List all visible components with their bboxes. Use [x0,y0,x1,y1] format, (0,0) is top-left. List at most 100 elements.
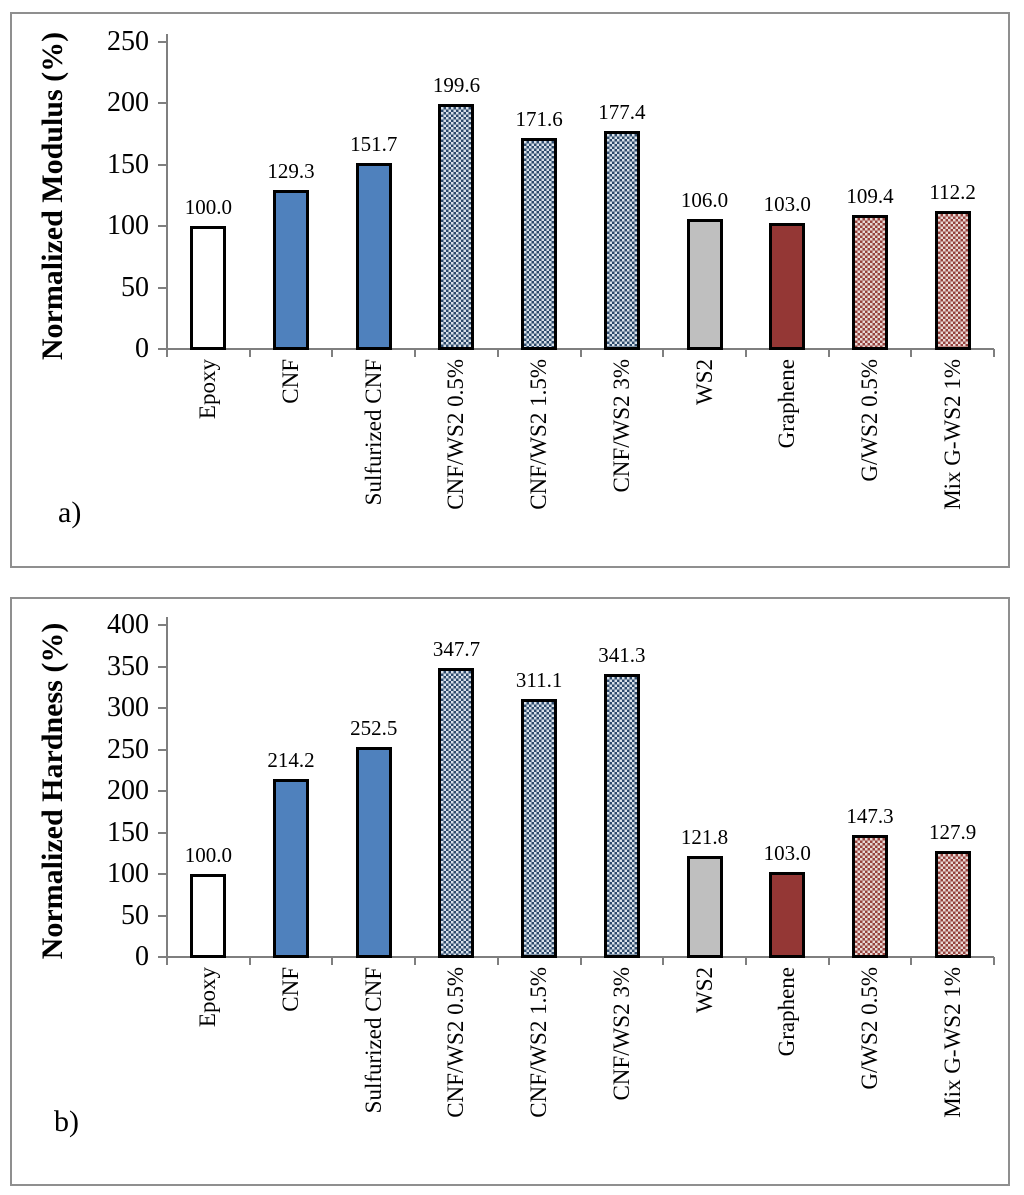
bar-Sulfurized CNF [355,162,392,350]
bar-value-label: 214.2 [267,748,315,773]
y-tick-label: 150 [107,148,149,180]
x-tick-mark [579,957,582,965]
bar-CNF/WS2 0.5% [438,668,475,958]
bar-CNF/WS2 1.5% [521,138,558,350]
x-category-label: Sulfurized CNF [360,359,386,506]
y-tick-label: 400 [107,609,149,640]
x-category-label: CNF/WS2 3% [608,359,634,493]
bar-Epoxy [190,874,227,958]
y-tick-label: 100 [107,210,149,242]
bar-value-label: 171.6 [515,107,563,132]
x-tick-mark [331,957,334,965]
x-tick-mark [993,349,995,357]
x-category-label: Epoxy [195,967,221,1028]
bar-Graphene [769,871,806,958]
bar-value-label: 103.0 [763,191,811,216]
bar-value-label: 129.3 [267,159,315,184]
bar-WS2 [686,218,723,350]
bar-Mix G-WS2 1% [934,211,971,350]
x-tick-mark [248,349,251,357]
x-category-label: CNF/WS2 1.5% [526,967,552,1118]
y-tick-label: 200 [107,87,149,119]
x-tick-mark [331,349,334,357]
x-category-label: Sulfurized CNF [360,967,386,1114]
x-tick-mark [414,957,417,965]
bar-value-label: 347.7 [432,637,481,662]
y-tick-label: 250 [107,733,149,765]
y-tick-label: 50 [121,271,149,303]
y-tick-mark [158,831,166,834]
bar-G/WS2 0.5% [851,214,888,350]
bar-CNF/WS2 1.5% [521,698,558,958]
bar-CNF/WS2 0.5% [438,103,475,350]
y-tick-label: 50 [121,899,149,931]
x-category-label: Graphene [774,359,800,449]
x-tick-mark [744,957,747,965]
x-category-label: Graphene [774,967,800,1057]
y-tick-label: 200 [107,775,149,806]
y-tick-mark [158,41,166,43]
y-tick-mark [158,790,166,792]
bar-value-label: 106.0 [680,187,729,212]
x-category-label: G/WS2 0.5% [856,967,882,1090]
bar-CNF/WS2 3% [603,673,640,958]
x-tick-mark [910,349,913,357]
bar-value-label: 341.3 [598,642,646,667]
y-tick-mark [158,163,166,166]
y-tick-label: 300 [107,692,149,723]
y-tick-label: 150 [107,816,149,848]
x-tick-mark [662,349,665,357]
x-tick-mark [248,957,251,965]
x-category-label: CNF/WS2 0.5% [443,359,469,510]
bar-Mix G-WS2 1% [934,850,971,958]
bar-value-label: 177.4 [598,100,646,125]
panel-hardness: 0 50 100 150 200 250 300 350 400 100.0 Epoxy 214.2 C… [10,597,1010,1186]
x-category-label: WS2 [691,967,717,1013]
bar-Graphene [769,222,806,350]
hardness-chart: 0 50 100 150 200 250 300 350 400 100.0 Epoxy 214.2 C… [12,599,1008,1184]
bar-CNF [273,779,310,958]
y-tick-mark [158,707,166,709]
x-tick-mark [496,957,499,965]
bar-value-label: 100.0 [184,195,232,220]
y-tick-label: 250 [107,26,149,57]
x-tick-mark [166,349,168,357]
x-tick-mark [496,349,499,357]
x-tick-mark [414,349,417,357]
x-tick-mark [744,349,747,357]
bar-value-label: 127.9 [929,819,977,844]
y-axis-line [166,617,168,957]
bar-value-label: 103.0 [763,840,811,865]
bar-value-label: 199.6 [432,72,481,97]
bar-value-label: 112.2 [929,180,976,205]
bar-value-label: 252.5 [350,716,398,741]
x-category-label: CNF/WS2 1.5% [526,359,552,510]
modulus-chart: 0 50 100 150 200 250 100.0 Epoxy 129.3 CNF 151.7 Su… [12,14,1008,566]
x-tick-mark [910,957,913,965]
y-tick-label: 100 [107,858,149,889]
x-category-label: G/WS2 0.5% [856,359,882,482]
bar-G/WS2 0.5% [851,834,888,958]
bar-CNF/WS2 3% [603,131,640,350]
bar-value-label: 147.3 [846,803,894,828]
bar-Sulfurized CNF [355,747,392,958]
x-category-label: CNF [278,359,304,404]
x-category-label: Mix G-WS2 1% [939,967,965,1118]
y-axis-line [166,34,168,349]
x-tick-mark [827,957,830,965]
x-category-label: WS2 [691,359,717,405]
y-tick-mark [158,225,166,228]
y-tick-mark [158,102,166,105]
bar-value-label: 121.8 [680,824,729,849]
y-tick-mark [158,914,166,917]
y-axis-title: Normalized Hardness (%) [36,622,69,960]
y-tick-label: 350 [107,650,149,682]
bar-value-label: 311.1 [515,667,563,692]
x-category-label: CNF/WS2 0.5% [443,967,469,1118]
y-axis-title: Normalized Modulus (%) [36,31,69,360]
bar-value-label: 109.4 [846,183,894,208]
bar-value-label: 100.0 [184,843,232,867]
y-tick-label: 0 [135,333,149,364]
y-tick-mark [158,873,166,875]
x-tick-mark [166,957,168,965]
